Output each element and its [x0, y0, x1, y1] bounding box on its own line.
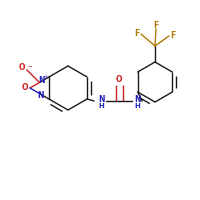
Text: H: H: [134, 103, 140, 109]
Text: H: H: [98, 103, 104, 109]
Text: O: O: [18, 63, 25, 72]
Text: N: N: [38, 76, 45, 85]
Text: F: F: [153, 21, 159, 29]
Text: +: +: [43, 74, 48, 79]
Text: N: N: [134, 96, 140, 104]
Text: F: F: [134, 28, 140, 38]
Text: O: O: [116, 75, 122, 84]
Text: O: O: [22, 84, 28, 92]
Text: N: N: [37, 91, 44, 100]
Text: −: −: [27, 63, 32, 68]
Text: F: F: [170, 30, 176, 40]
Text: N: N: [98, 96, 104, 104]
